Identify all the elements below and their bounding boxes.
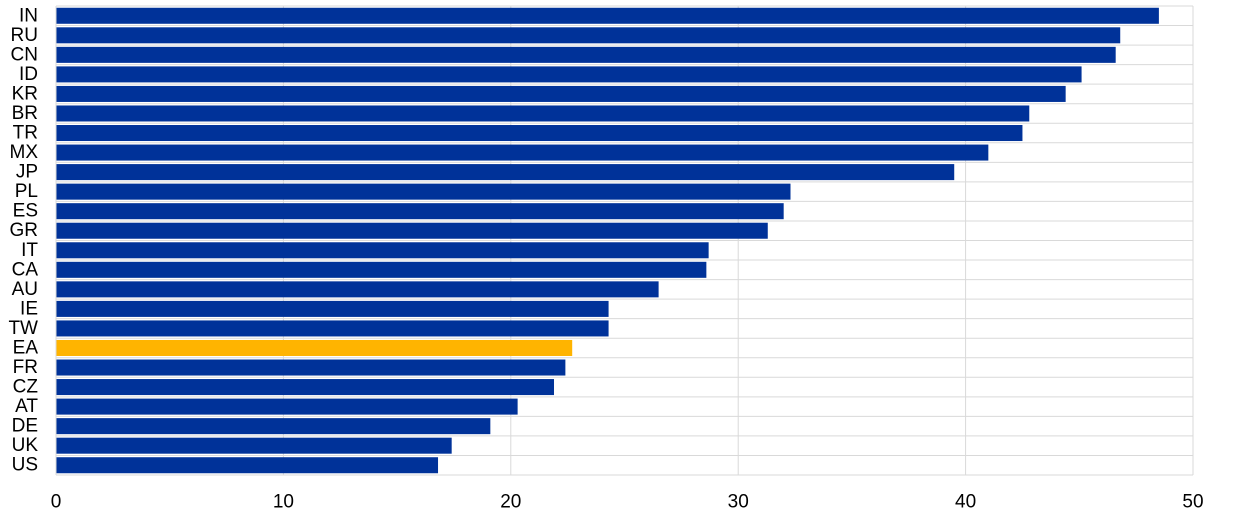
bar-jp	[56, 164, 955, 181]
category-label-it: IT	[21, 240, 38, 261]
bar-tw	[56, 320, 609, 337]
category-label-in: IN	[19, 5, 38, 26]
bar-fr	[56, 359, 566, 376]
x-tick-label: 0	[51, 492, 62, 513]
bar-ca	[56, 261, 707, 278]
category-label-kr: KR	[12, 83, 38, 104]
bar-mx	[56, 144, 989, 161]
category-labels: INRUCNIDKRBRTRMXJPPLESGRITCAAUIETWEAFRCZ…	[8, 5, 38, 475]
category-label-pl: PL	[15, 181, 38, 202]
x-tick-label: 50	[1182, 492, 1203, 513]
category-label-de: DE	[12, 416, 38, 437]
category-label-fr: FR	[13, 357, 38, 378]
category-label-id: ID	[19, 64, 38, 85]
category-label-au: AU	[12, 279, 38, 300]
category-label-gr: GR	[10, 220, 39, 241]
category-label-ea: EA	[13, 337, 39, 358]
category-label-uk: UK	[12, 435, 39, 456]
category-label-ru: RU	[11, 25, 38, 46]
x-tick-label: 30	[728, 492, 749, 513]
bar-us	[56, 457, 439, 474]
category-label-ca: CA	[12, 259, 39, 280]
bar-id	[56, 66, 1082, 83]
bar-de	[56, 418, 491, 435]
category-label-tw: TW	[8, 318, 38, 339]
bar-cz	[56, 379, 555, 396]
bar-uk	[56, 437, 452, 454]
category-label-mx: MX	[10, 142, 39, 163]
category-label-es: ES	[13, 201, 38, 222]
category-label-jp: JP	[16, 162, 38, 183]
category-label-cz: CZ	[13, 377, 39, 398]
bar-ea	[56, 339, 573, 356]
bar-gr	[56, 222, 768, 239]
bar-kr	[56, 85, 1066, 102]
bar-ru	[56, 27, 1121, 44]
bar-au	[56, 281, 659, 298]
x-tick-label: 40	[955, 492, 976, 513]
x-tick-labels: 0 10 20 30 40 50	[51, 492, 1204, 513]
category-label-ie: IE	[20, 298, 38, 319]
category-label-at: AT	[15, 396, 38, 417]
bar-br	[56, 105, 1030, 122]
bars	[56, 7, 1159, 474]
bar-it	[56, 242, 709, 259]
category-label-tr: TR	[13, 123, 38, 144]
bar-pl	[56, 183, 791, 200]
bar-in	[56, 7, 1159, 24]
bar-tr	[56, 125, 1023, 142]
bar-cn	[56, 46, 1116, 63]
category-label-us: US	[12, 455, 38, 476]
x-tick-label: 20	[500, 492, 521, 513]
x-tick-label: 10	[273, 492, 294, 513]
category-label-br: BR	[12, 103, 38, 124]
category-label-cn: CN	[11, 44, 38, 65]
bar-at	[56, 398, 518, 415]
bar-ie	[56, 300, 609, 317]
bar-es	[56, 203, 784, 220]
x-axis	[55, 6, 1193, 476]
